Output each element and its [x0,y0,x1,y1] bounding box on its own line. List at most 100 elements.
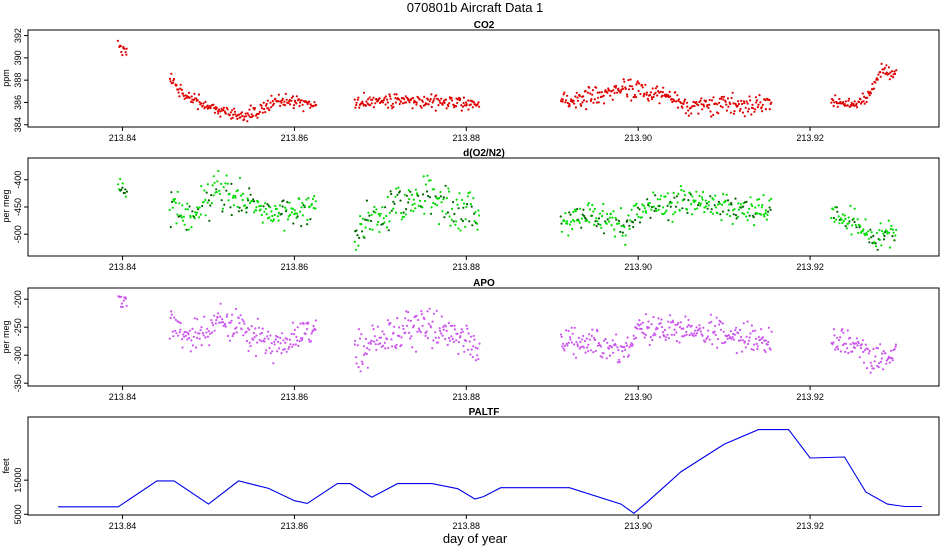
o2n2-data-point [459,229,462,232]
o2n2-data-point [202,200,205,203]
o2n2-data-point [692,199,695,202]
apo-data-point [395,343,398,347]
o2n2-data-point [210,202,213,205]
co2-data-point [732,102,735,105]
o2n2-data-point [707,204,710,207]
co2-data-point [435,94,438,97]
o2n2-data-point [765,218,768,221]
o2n2-data-point [474,211,477,214]
apo-data-point [576,343,579,346]
apo-data-point [359,370,362,373]
apo-data-point [853,342,856,345]
apo-data-point [841,344,845,347]
co2-data-point [737,102,741,106]
co2-data-point [448,102,451,105]
apo-data-point [234,307,238,311]
o2n2-data-point [296,212,299,215]
o2n2-data-point [429,212,433,215]
o2n2-data-point [662,213,665,216]
co2-data-point [700,97,703,100]
o2n2-data-point [400,218,403,221]
o2n2-data-point [247,199,250,202]
co2-data-point [630,99,633,102]
co2-data-point [313,101,316,104]
co2-data-point [386,98,389,101]
co2-data-point [398,98,401,101]
paltf-xtick-label: 213.84 [109,521,137,531]
o2n2-data-point [245,211,248,214]
apo-data-point [610,346,614,349]
o2n2-data-point [764,209,768,212]
o2n2-data-point [683,198,686,201]
co2-data-point [441,103,444,106]
co2-data-point [892,76,895,79]
o2n2-data-point [259,204,263,207]
o2n2-data-point [703,206,706,209]
apo-data-point [360,333,363,336]
apo-data-point [386,337,389,341]
apo-data-point [258,338,261,341]
co2-data-point [633,95,636,99]
o2n2-data-point [847,216,850,219]
apo-data-point [357,366,360,369]
o2n2-data-point [174,201,177,204]
co2-data-point [562,93,565,96]
apo-data-point [708,338,711,341]
apo-data-point [472,345,475,348]
co2-ytick-label: 388 [13,73,23,88]
co2-data-point [201,104,204,107]
co2-data-point [423,95,426,98]
apo-data-point [426,310,429,313]
o2n2-data-point [289,213,292,216]
apo-data-point [271,350,274,353]
apo-data-point [445,329,448,332]
o2n2-data-point [245,206,249,209]
apo-data-point [573,343,576,346]
o2n2-data-point [753,224,756,227]
o2n2-data-point [586,219,589,222]
apo-data-point [882,350,885,353]
o2n2-data-point [745,200,748,203]
co2-data-point [420,106,423,109]
co2-data-point [469,103,472,106]
apo-data-point [446,343,449,347]
o2n2-data-point [277,219,280,222]
co2-data-point [253,107,256,110]
apo-data-point [208,344,211,347]
o2n2-data-point [400,212,403,215]
o2n2-data-point [624,243,627,246]
apo-data-point [658,336,662,339]
o2n2-data-point [576,208,579,211]
o2n2-data-point [464,225,467,228]
apo-data-point [307,338,311,341]
o2n2-data-point [259,208,262,211]
co2-data-point [181,92,185,95]
co2-data-point [894,72,897,75]
o2n2-data-point [559,215,562,218]
co2-data-point [685,101,689,104]
apo-data-point [267,337,270,340]
o2n2-data-point [598,212,602,215]
o2n2-data-point [884,230,887,234]
co2-data-point [832,104,835,108]
o2n2-data-point [696,207,699,210]
apo-data-point [588,338,591,341]
o2n2-data-point [284,206,287,209]
o2n2-data-point [285,208,288,211]
o2n2-data-point [260,213,263,217]
o2n2-data-point [212,194,215,197]
o2n2-data-point [455,198,458,201]
apo-data-point [667,337,671,340]
o2n2-data-point [719,213,722,216]
apo-data-point [741,339,745,342]
co2-data-point [360,102,363,105]
o2n2-data-point [571,227,574,231]
o2n2-data-point [651,206,654,209]
co2-data-point [192,98,195,101]
apo-data-point [309,340,312,343]
o2n2-data-point [453,212,456,216]
apo-data-point [312,324,315,328]
o2n2-data-point [221,207,224,210]
apo-data-point [269,334,272,337]
o2n2-data-point [677,192,680,196]
